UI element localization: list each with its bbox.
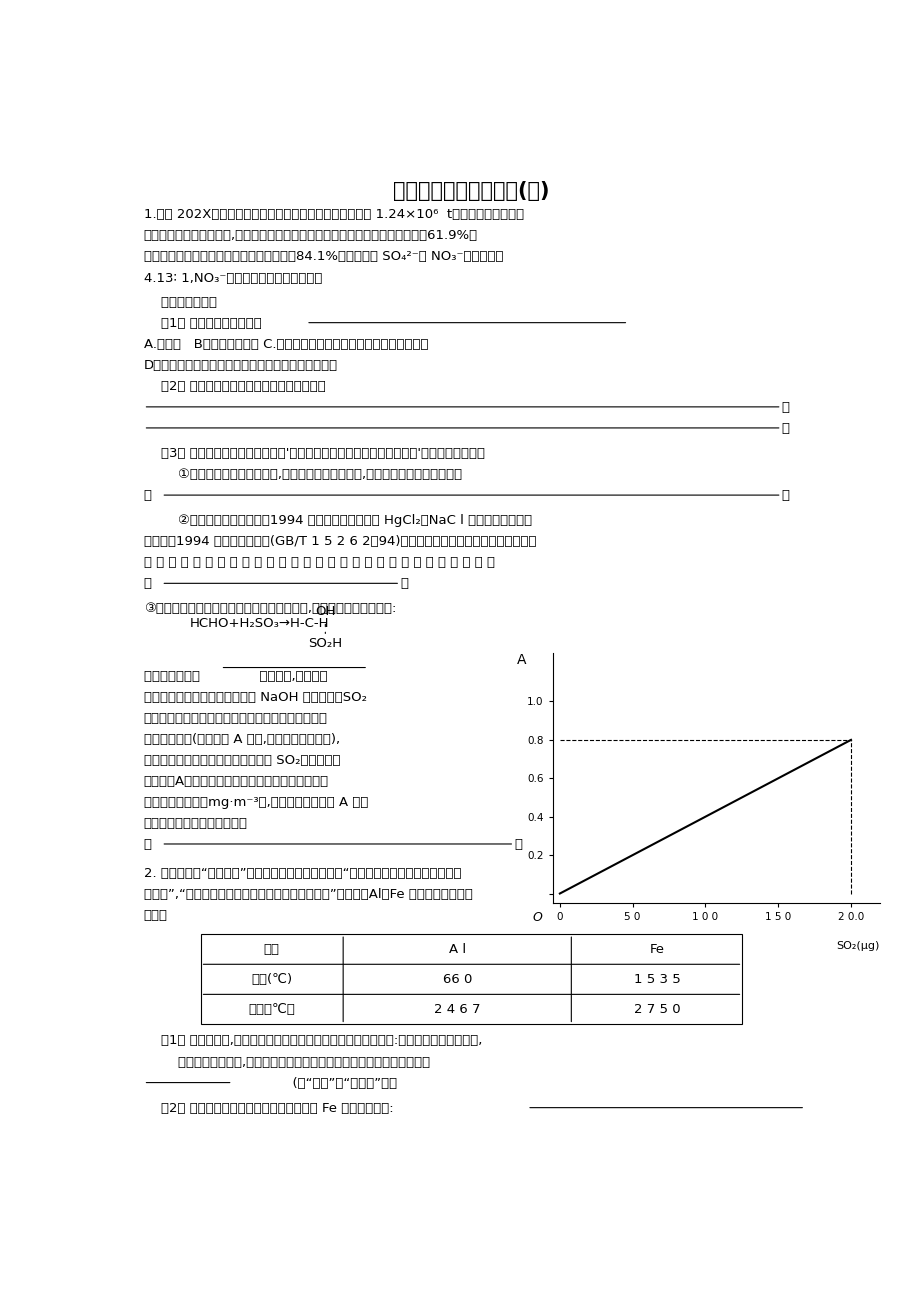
Text: 沸点（℃）: 沸点（℃） xyxy=(248,1003,295,1016)
Text: 2 4 6 7: 2 4 6 7 xyxy=(434,1003,480,1016)
Text: 而铝的燕点比鐵低,所以鐵和铝能形成合金。你认为他的解释是否合理？: 而铝的燕点比鐵低,所以鐵和铝能形成合金。你认为他的解释是否合理？ xyxy=(143,1056,429,1069)
Text: SO₂H: SO₂H xyxy=(308,638,342,651)
Text: 如下：: 如下： xyxy=(143,909,167,922)
Text: 。: 。 xyxy=(400,577,408,590)
Text: 溶液颜色深浅(用吸光度 A 表示,可由仪器进行测量),: 溶液颜色深浅(用吸光度 A 表示,可由仪器进行测量), xyxy=(143,733,339,746)
Text: 66 0: 66 0 xyxy=(442,973,471,986)
Text: O: O xyxy=(532,910,542,923)
Text: ①如果你参加该课题的探究,在小组讨论测定地点时,你建议选择的测定地点分别: ①如果你参加该课题的探究,在小组讨论测定地点时,你建议选择的测定地点分别 xyxy=(143,467,461,480)
Text: 2. 某教科书对“铝热反应”实验的现象有这样的描述：“反应放出大量的热，并发出耀眼: 2. 某教科书对“铝热反应”实验的现象有这样的描述：“反应放出大量的热，并发出耀… xyxy=(143,867,460,880)
Text: ③甲醉溶液吸收二氧化硫以后发生了如下反应,生成稳定的羟基甲磺酸:: ③甲醉溶液吸收二氧化硫以后发生了如下反应,生成稳定的羟基甲磺酸: xyxy=(143,603,395,616)
Text: 4.13∶ 1,NO₃⁻的比例呈明显上升的趋势。: 4.13∶ 1,NO₃⁻的比例呈明显上升的趋势。 xyxy=(143,272,322,285)
Text: （1） 该省大气污染特征是: （1） 该省大气污染特征是 xyxy=(143,316,261,329)
Text: 燕点(℃): 燕点(℃) xyxy=(251,973,292,986)
Text: 是: 是 xyxy=(143,577,152,590)
Text: 收 剂 的 原 因 除 了 用 甲 醉 溶 液 的 吸 收 效 果 比 较 好 外 ， 另 一 个 原 因 可 能: 收 剂 的 原 因 除 了 用 甲 醉 溶 液 的 吸 收 效 果 比 较 好 … xyxy=(143,556,494,569)
Text: OH: OH xyxy=(315,605,335,618)
Text: D．由机动车尾气型向煤烟型与机动车尾气混合型转化: D．由机动车尾气型向煤烟型与机动车尾气混合型转化 xyxy=(143,359,337,372)
Text: 物质: 物质 xyxy=(264,943,279,956)
Text: 。: 。 xyxy=(781,422,789,435)
Text: 氧化硫，1994 年国家颌布标准(GB/T 1 5 2 6 2－94)规定用甲醉溶液吸收二氧化硫。变更吸: 氧化硫，1994 年国家颌布标准(GB/T 1 5 2 6 2－94)规定用甲醉… xyxy=(143,535,536,548)
Text: (填“合理”或“不合理”）。: (填“合理”或“不合理”）。 xyxy=(233,1077,396,1090)
Text: 高三化学探究试题训练(三): 高三化学探究试题训练(三) xyxy=(392,181,550,202)
Text: 需　要　记　录　的　数　据: 需 要 记 录 的 数 据 xyxy=(143,816,247,829)
Text: 是: 是 xyxy=(143,490,152,503)
Text: 回答下列问题：: 回答下列问题： xyxy=(143,296,216,309)
Text: 为: 为 xyxy=(143,838,152,852)
Text: 与指示剂、甲醉反应生成可溶性紫红色化合物，根据: 与指示剂、甲醉反应生成可溶性紫红色化合物，根据 xyxy=(143,712,327,725)
Text: 二氧化硫的含量（mg·m⁻³）,除需要测定吸光度 A 外还: 二氧化硫的含量（mg·m⁻³）,除需要测定吸光度 A 外还 xyxy=(143,796,368,809)
Text: （2） 根据已有知识找出一种验证产物中有 Fe 的最简单方法:: （2） 根据已有知识找出一种验证产物中有 Fe 的最简单方法: xyxy=(143,1101,392,1115)
Text: 阳离子以鉃根离子为主，约占阳离子总量的84.1%。阴离子中 SO₄²⁻和 NO₃⁻的质量比为: 阳离子以鉃根离子为主，约占阳离子总量的84.1%。阴离子中 SO₄²⁻和 NO₃… xyxy=(143,250,503,263)
Text: HCHO+H₂SO₃→H-C-H: HCHO+H₂SO₃→H-C-H xyxy=(189,617,329,630)
Text: 2 7 5 0: 2 7 5 0 xyxy=(633,1003,679,1016)
Text: A.煤烟型   B．机动车尾气型 C.由煤烟型向煤烟型与机动车尾气混合型转化: A.煤烟型 B．机动车尾气型 C.由煤烟型向煤烟型与机动车尾气混合型转化 xyxy=(143,337,427,350)
Text: SO₂(μg): SO₂(μg) xyxy=(836,940,879,950)
Text: 。: 。 xyxy=(781,490,789,503)
Text: 1 5 3 5: 1 5 3 5 xyxy=(633,973,679,986)
Text: 该反应类型属于              。测定时,只需向吸: 该反应类型属于 。测定时,只需向吸 xyxy=(143,669,327,682)
Text: 收空气的甲醉吸收液中加入适量 NaOH 和指示剂，SO₂: 收空气的甲醉吸收液中加入适量 NaOH 和指示剂，SO₂ xyxy=(143,690,366,703)
Text: 的吸光度A的关系如右图所示。若欲测定某地空气中: 的吸光度A的关系如右图所示。若欲测定某地空气中 xyxy=(143,775,328,788)
Text: ；: ； xyxy=(781,401,789,414)
Text: （1） 某同学猜测,铝热反应所得到的融融物是鐵铝合金。理由是:该反应放热能使鐵燕化,: （1） 某同学猜测,铝热反应所得到的融融物是鐵铝合金。理由是:该反应放热能使鐵燕… xyxy=(143,1035,482,1048)
Text: 严重。分析降雨成分发现,雨水中阴离子仍以硫酸根离子为主，约占阴离子总量的61.9%，: 严重。分析降雨成分发现,雨水中阴离子仍以硫酸根离子为主，约占阴离子总量的61.9… xyxy=(143,229,477,242)
Text: ②通过查阅资料后发现，1994 年以前，人们常采用 HgCl₂、NaC l 的混合溶液吸收二: ②通过查阅资料后发现，1994 年以前，人们常采用 HgCl₂、NaC l 的混… xyxy=(143,514,531,527)
Text: A: A xyxy=(516,654,526,668)
Text: （2） 请你提出该省防治酸雨的两条主要措施: （2） 请你提出该省防治酸雨的两条主要措施 xyxy=(143,380,325,393)
Text: A l: A l xyxy=(448,943,465,956)
Bar xyxy=(200,935,742,1025)
Text: 1.某省 202X年工业（主要是热电厂）二氧化硫排放总量为 1.24×10⁶  t，全省酸雨污染比较: 1.某省 202X年工业（主要是热电厂）二氧化硫排放总量为 1.24×10⁶ t… xyxy=(143,208,523,221)
Text: （3） 某校研究性学习小组拟选择'不同地点空气中二氧化硫的含量分析'的课题进行探究。: （3） 某校研究性学习小组拟选择'不同地点空气中二氧化硫的含量分析'的课题进行探… xyxy=(143,447,484,460)
Text: Fe: Fe xyxy=(649,943,664,956)
Text: 的光芒”,“纸漏斗的下部被烧穿，有融融物落入沙中”。已知：Al、Fe 的燕点、沸点数据: 的光芒”,“纸漏斗的下部被烧穿，有融融物落入沙中”。已知：Al、Fe 的燕点、沸… xyxy=(143,888,471,901)
Text: 。: 。 xyxy=(514,838,522,852)
Text: 就能确定二氧化硫的含量。实验测得 SO₂含量与溶液: 就能确定二氧化硫的含量。实验测得 SO₂含量与溶液 xyxy=(143,754,340,767)
